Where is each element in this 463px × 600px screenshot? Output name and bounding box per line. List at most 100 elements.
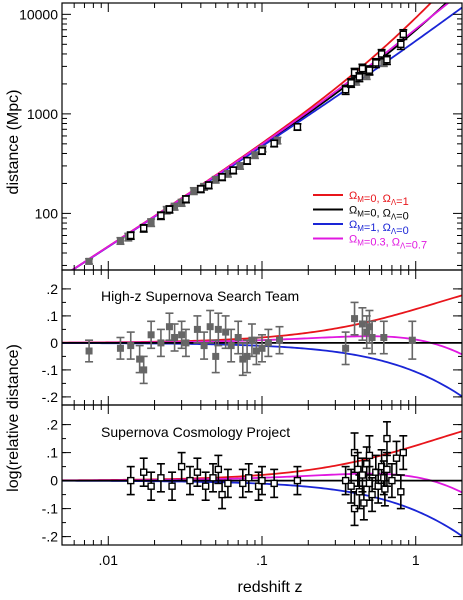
scp-residual-point [341,465,350,496]
legend-label: ΩM=1, ΩΛ=0 [349,219,409,237]
scp-residual-point [293,465,302,496]
y-tick-label: 0 [50,335,58,351]
y-tick-label: -.2 [42,389,59,405]
legend: ΩM=0, ΩΛ=1ΩM=0, ΩΛ=0ΩM=1, ΩΛ=0ΩM=0.3, ΩΛ… [313,190,427,252]
hzt-residual-point [238,342,247,377]
hzt-residual-point [350,301,359,336]
hzt-residual-point [85,339,94,363]
legend-label: ΩM=0, ΩΛ=0 [349,205,409,223]
scp-data-point [382,54,391,66]
hzt-data-point [189,186,198,196]
hzt-residual-point [156,328,165,358]
hzt-data-point [211,175,220,184]
y-tick-label: .1 [46,445,58,461]
scp-residual-point [359,485,368,521]
y-tick-label: -.2 [42,529,59,545]
scp-residual-point [270,468,279,499]
scp-data-point [270,139,279,148]
scp-data-point [396,38,405,51]
scp-residual-point [139,457,148,488]
hzt-residual-point [408,320,417,360]
distance-axis-label: distance (Mpc) [5,90,22,195]
y-tick-label: 100 [35,205,59,221]
scp-residual-point [368,476,377,513]
y-tick-label: .1 [46,308,58,324]
legend-entry: ΩM=0.3, ΩΛ=0.7 [313,234,427,252]
scp-data-point [139,223,148,233]
scp-residual-point [258,465,266,496]
hzt-panel-title: High-z Supernova Search Team [101,288,299,304]
scp-residual-point [399,434,408,471]
hzt-residual-point [234,320,243,355]
scp-residual-point [126,465,135,496]
hzt-residual-point [200,331,209,360]
relative-distance-axis-label: log(relative distance) [5,344,22,492]
scp-residual-point [380,471,389,507]
scp-data-point [126,231,135,241]
hzt-residual-point [214,312,223,347]
legend-entry: ΩM=1, ΩΛ=0 [313,219,409,237]
legend-entry: ΩM=0, ΩΛ=0 [313,205,409,223]
legend-entry: ΩM=0, ΩΛ=1 [313,190,409,208]
scp-data-point [347,78,356,89]
y-tick-label: -.1 [42,501,59,517]
hzt-residual-point [139,355,148,385]
scp-data-point [181,195,190,204]
hzt-data-point [236,162,245,171]
hzt-residual-point [181,328,190,358]
scp-residual-point [382,420,391,457]
y-tick-label: .2 [46,281,58,297]
scp-panel-title: Supernova Cosmology Project [101,424,290,440]
hzt-residual-point [358,306,367,342]
x-tick-label: .1 [256,552,268,568]
hzt-residual-point [170,323,179,352]
scp-data-point [371,57,380,69]
scp-data-point [165,205,174,214]
scp-residuals-panel: .2 .1 0 -.1 -.2 [42,404,463,546]
hzt-data-point [116,236,125,246]
scp-residual-point [353,451,362,488]
x-tick-label: 1 [412,552,420,568]
x-axis-label: redshift z [238,579,303,596]
hzt-residual-point [368,320,377,355]
scp-data-point [204,181,213,190]
scp-data-point [258,146,266,156]
y-tick-label: .2 [46,417,58,433]
scp-residual-point [214,454,223,485]
scp-residual-point [177,451,186,482]
hzt-residuals-panel: .2 .1 0 -.1 -.2 [42,269,463,406]
scp-data-point [218,172,227,182]
panel-frame [61,404,463,546]
scp-data-point [229,166,238,175]
scp-residual-point [396,474,405,510]
scp-data-point [196,184,205,194]
scp-residual-point [201,471,210,502]
hzt-data-point [85,257,94,265]
hzt-residual-point [227,328,236,363]
scp-data-point [293,122,302,132]
hzt-residual-point [379,320,388,355]
x-axis: .01 .1 1 [99,552,420,568]
hzt-residual-point [177,320,186,350]
scp-residual-point [392,440,401,476]
hzt-data-point [147,218,156,228]
hzt-residual-point [247,323,256,358]
scp-residual-point [193,457,202,488]
scp-data-point [377,48,386,60]
scp-residual-point [238,468,247,499]
y-tick-label: 0 [50,473,58,489]
y-tick-label: -.1 [42,362,59,378]
scp-data-point [399,28,408,41]
y-tick-label: 1000 [27,106,58,122]
y-tick-label: 10000 [19,6,58,22]
scp-residual-point [208,462,217,493]
hzt-residual-point [275,325,284,355]
hzt-data-point [250,151,259,160]
scp-residual-point [147,471,156,502]
hzt-residual-point [165,312,174,342]
scp-residual-point [156,462,165,493]
legend-label: ΩM=0.3, ΩΛ=0.7 [349,234,427,252]
scp-data-point [156,211,165,221]
hzt-residual-point [193,315,202,344]
